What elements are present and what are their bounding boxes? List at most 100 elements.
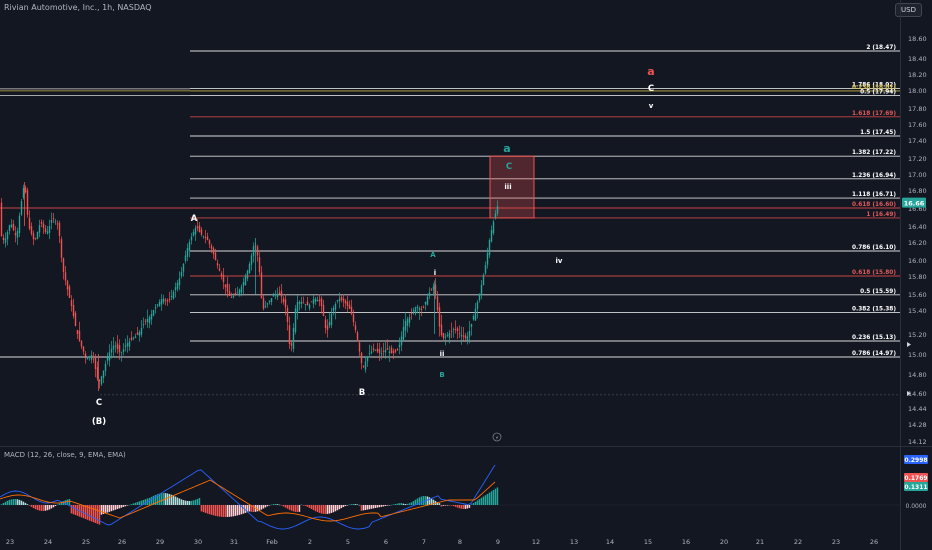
macd-bar <box>226 505 229 517</box>
wave-label: ii <box>440 350 445 358</box>
candle-body <box>264 306 267 307</box>
macd-bar <box>96 505 99 524</box>
candle-body <box>346 301 349 306</box>
macd-bar <box>478 499 481 505</box>
x-tick-label: 23 <box>6 538 14 546</box>
signal-line <box>0 479 496 522</box>
candle-body <box>150 314 153 320</box>
macd-bar <box>426 496 429 505</box>
candle-body <box>224 284 227 288</box>
macd-bar <box>302 505 305 506</box>
wave-label: a <box>647 65 654 78</box>
macd-value-label: 0.1311 <box>904 484 927 491</box>
macd-bar <box>464 505 467 509</box>
candle-body <box>44 228 47 232</box>
macd-bar <box>214 505 217 516</box>
macd-bar <box>322 505 325 514</box>
macd-bar <box>410 502 413 505</box>
candle-body <box>456 328 459 331</box>
y-tick-label: 17.00 <box>908 171 927 179</box>
macd-bar <box>394 504 397 505</box>
candle-body <box>380 353 383 355</box>
candle-body <box>378 349 381 354</box>
candle-body <box>136 332 139 335</box>
currency-button[interactable]: USD <box>895 3 922 17</box>
macd-bar <box>256 505 259 512</box>
candle-body <box>60 239 63 258</box>
candle-body <box>140 328 143 335</box>
macd-bar <box>236 505 239 516</box>
fib-label: 0.618 (15.80) <box>852 270 896 276</box>
candle-body <box>348 304 351 309</box>
macd-bar <box>156 494 159 505</box>
candle-body <box>426 296 429 305</box>
macd-bar <box>16 499 19 505</box>
macd-bar <box>444 505 447 506</box>
macd-bar <box>92 505 95 523</box>
macd-bar <box>182 500 185 505</box>
macd-bar <box>338 505 341 510</box>
candle-body <box>142 324 145 325</box>
candle-body <box>230 297 233 299</box>
macd-bar <box>60 502 63 505</box>
macd-bar <box>326 505 329 514</box>
candle-body <box>56 223 59 225</box>
macd-bar <box>54 505 57 507</box>
candle-body <box>110 349 113 353</box>
macd-bar <box>204 505 207 513</box>
current-price-label: 16.66 <box>904 200 925 208</box>
macd-bar <box>196 498 199 505</box>
macd-bar <box>246 505 249 513</box>
candle-body <box>258 257 261 272</box>
candle-body <box>356 332 359 340</box>
candle-body <box>242 282 245 287</box>
candle-body <box>482 275 485 286</box>
wave-label: iii <box>504 183 511 191</box>
candle-body <box>202 236 205 237</box>
candle-body <box>20 201 23 215</box>
y-tick-label: 18.40 <box>908 55 927 63</box>
candle-body <box>156 304 159 306</box>
wave-label: a <box>503 142 510 155</box>
candle-body <box>418 308 421 310</box>
macd-bar <box>28 505 31 506</box>
candle-body <box>316 300 319 302</box>
macd-bar <box>312 505 315 511</box>
macd-bar <box>152 495 155 505</box>
candle-body <box>238 289 241 295</box>
macd-bar <box>52 505 55 508</box>
macd-bar <box>170 494 173 505</box>
wave-label: A <box>430 251 436 259</box>
candle-body <box>118 345 121 353</box>
x-tick-label: 30 <box>194 538 202 546</box>
current-price-tag <box>902 197 926 208</box>
macd-bar <box>30 505 33 507</box>
candle-body <box>122 349 125 352</box>
y-tick-label: 15.40 <box>908 307 927 315</box>
fib-label: 1.5 (17.45) <box>860 130 896 136</box>
candle-body <box>336 300 339 302</box>
candle-body <box>278 292 281 294</box>
macd-bar <box>274 504 277 505</box>
candle-body <box>274 294 277 296</box>
candle-body <box>396 349 399 350</box>
candle-body <box>24 187 27 193</box>
macd-bar <box>320 505 323 514</box>
candle-body <box>172 291 175 299</box>
candle-body <box>70 300 73 306</box>
macd-bar <box>436 502 439 505</box>
candle-body <box>330 314 333 326</box>
fib-label: 0.5 (17.94) <box>860 89 896 95</box>
macd-bar <box>260 505 263 510</box>
candle-body <box>4 238 7 243</box>
candle-body <box>252 246 255 256</box>
y-tick-label: 14.60 <box>908 390 927 398</box>
candle-body <box>32 233 35 240</box>
macd-bar <box>38 505 41 511</box>
candle-body <box>292 328 295 349</box>
macd-bar <box>328 505 331 514</box>
candle-body <box>36 232 39 239</box>
macd-bar <box>382 505 385 507</box>
macd-bar <box>278 504 281 506</box>
